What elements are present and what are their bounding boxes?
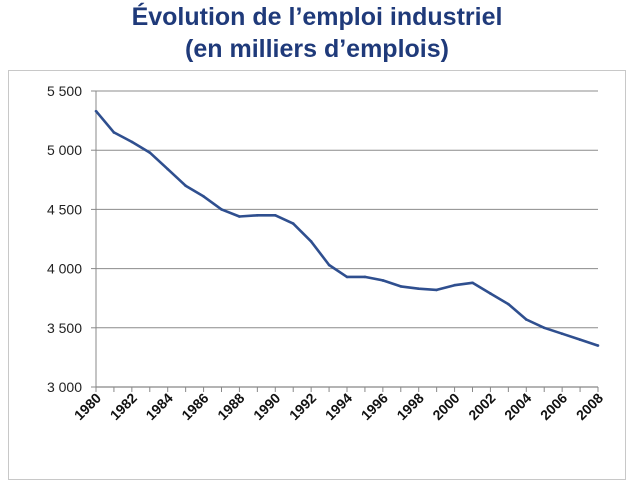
data-point (560, 332, 564, 336)
data-point (381, 279, 385, 282)
y-tick-label: 4 000 (47, 261, 82, 277)
data-point (363, 275, 367, 279)
data-point (202, 195, 205, 198)
series-layer (94, 109, 600, 347)
data-point (327, 263, 331, 267)
data-point (578, 338, 582, 341)
data-point (524, 318, 528, 321)
y-tick-label: 3 000 (47, 379, 82, 395)
x-tick-label: 1990 (250, 390, 283, 423)
x-tick-label: 1994 (322, 390, 355, 423)
data-point (220, 208, 223, 211)
gridlines (95, 90, 598, 388)
x-tick-label: 1988 (214, 390, 247, 423)
data-point (596, 344, 600, 347)
data-point (345, 275, 349, 279)
data-point (130, 140, 134, 144)
data-point (399, 285, 403, 288)
x-tick-label: 1984 (142, 390, 175, 423)
x-tick-label: 2002 (465, 390, 498, 423)
data-point (256, 214, 259, 217)
data-point (112, 131, 116, 134)
data-point (471, 281, 474, 285)
chart-subtitle: (en milliers d’emplois) (185, 35, 449, 63)
x-tick-label: 1982 (107, 390, 140, 423)
data-point (94, 109, 98, 113)
series-line (95, 110, 599, 347)
x-tick-label: 2000 (429, 390, 462, 423)
data-point (166, 167, 170, 171)
data-point (309, 240, 313, 243)
data-point (453, 283, 456, 287)
x-tick-label: 1998 (393, 390, 426, 423)
data-point (148, 151, 152, 154)
x-tick-label: 1986 (178, 390, 211, 423)
y-tick-label: 4 500 (47, 201, 82, 217)
x-tick-label: 1996 (358, 390, 391, 423)
y-tick-label: 5 500 (47, 83, 82, 99)
data-point (507, 302, 510, 306)
x-tick-label: 2006 (537, 390, 570, 423)
y-tick-label: 5 000 (47, 142, 82, 158)
data-point (489, 292, 492, 295)
x-tick-label: 2004 (501, 390, 534, 423)
chart-title: Évolution de l’emploi industriel (131, 3, 503, 31)
data-point (273, 214, 277, 217)
data-point (542, 326, 546, 330)
chart-frame (8, 70, 626, 480)
data-point (291, 222, 295, 225)
x-tick-label: 1992 (286, 390, 319, 423)
x-tick-label: 2008 (573, 390, 606, 423)
data-point (238, 215, 241, 218)
data-point (417, 287, 421, 291)
y-axis-ticks: 3 000 3 500 4 000 4 500 5 000 5 500 (47, 83, 96, 395)
y-tick-label: 3 500 (47, 320, 82, 336)
data-point (184, 184, 187, 188)
x-axis-ticks: 1980 1982 1984 1986 1988 1990 1992 1994 1996 1998… (71, 387, 606, 423)
data-point (435, 288, 438, 292)
